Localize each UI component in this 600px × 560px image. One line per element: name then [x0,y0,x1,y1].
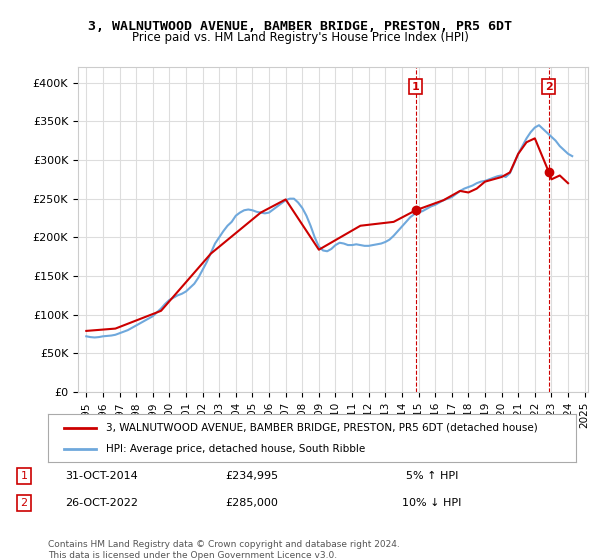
Text: £234,995: £234,995 [226,471,278,481]
Text: 3, WALNUTWOOD AVENUE, BAMBER BRIDGE, PRESTON, PR5 6DT: 3, WALNUTWOOD AVENUE, BAMBER BRIDGE, PRE… [88,20,512,32]
Text: Price paid vs. HM Land Registry's House Price Index (HPI): Price paid vs. HM Land Registry's House … [131,31,469,44]
Text: 31-OCT-2014: 31-OCT-2014 [65,471,139,481]
Text: 5% ↑ HPI: 5% ↑ HPI [406,471,458,481]
Text: £285,000: £285,000 [226,498,278,508]
Text: 10% ↓ HPI: 10% ↓ HPI [403,498,461,508]
Text: 1: 1 [412,82,419,91]
Text: 2: 2 [20,498,28,508]
Text: 1: 1 [20,471,28,481]
Text: 3, WALNUTWOOD AVENUE, BAMBER BRIDGE, PRESTON, PR5 6DT (detached house): 3, WALNUTWOOD AVENUE, BAMBER BRIDGE, PRE… [106,423,538,433]
Text: 2: 2 [545,82,553,91]
Text: Contains HM Land Registry data © Crown copyright and database right 2024.
This d: Contains HM Land Registry data © Crown c… [48,540,400,560]
Text: 26-OCT-2022: 26-OCT-2022 [65,498,139,508]
Text: HPI: Average price, detached house, South Ribble: HPI: Average price, detached house, Sout… [106,444,365,454]
